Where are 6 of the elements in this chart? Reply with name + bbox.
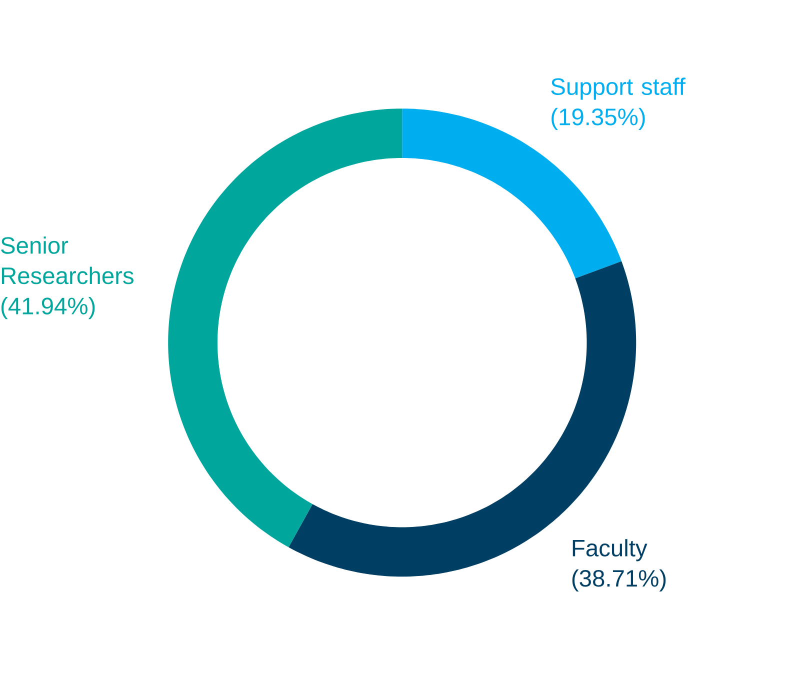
data-label: (41.94%)	[1, 296, 95, 320]
data-label: (19.35%)	[552, 108, 645, 130]
slice-label: Senior Researchers	[1, 236, 134, 284]
slice-label: Support staff	[551, 78, 686, 100]
slice-label: Faculty	[572, 539, 648, 562]
data-label: (38.71%)	[572, 569, 666, 592]
